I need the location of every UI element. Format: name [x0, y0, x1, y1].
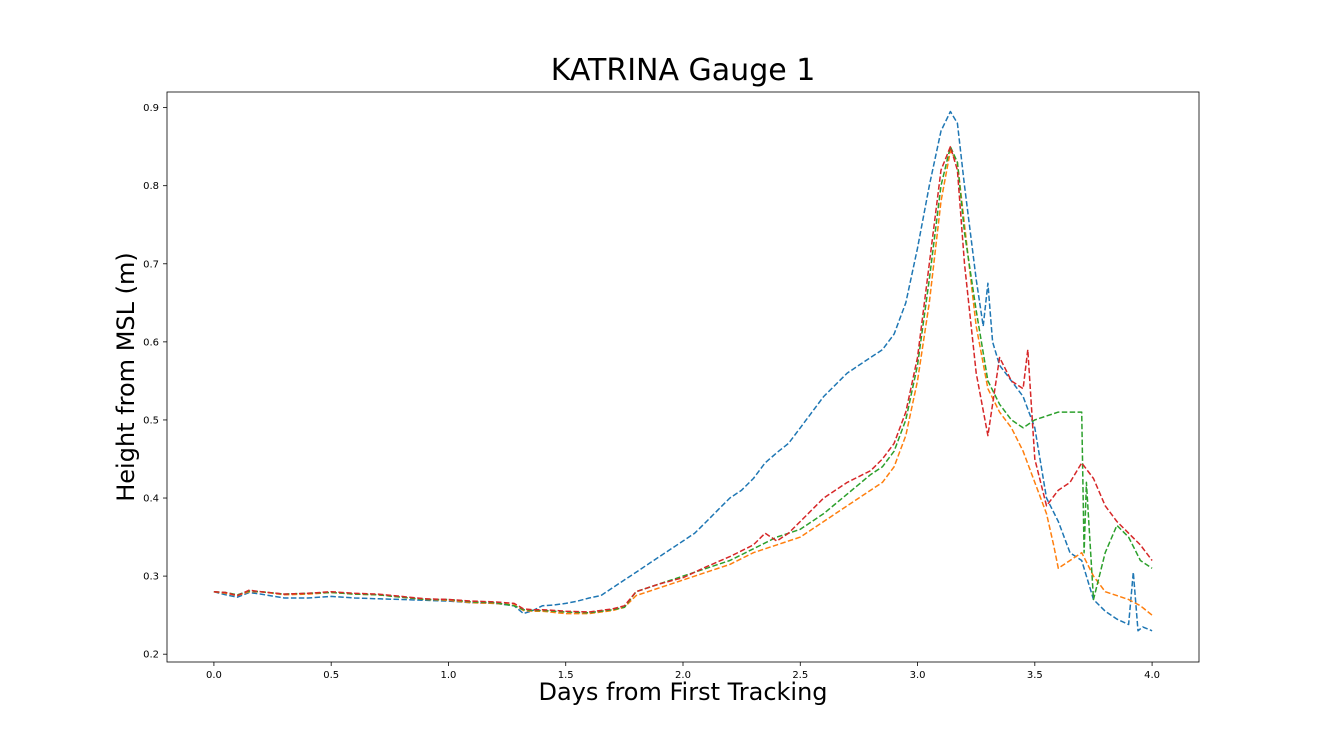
x-tick-label: 2.5 — [792, 670, 808, 681]
y-tick-label: 0.4 — [143, 494, 159, 505]
series-line-2 — [213, 149, 1153, 616]
x-axis: 0.0 0.5 1.0 1.5 2.0 2.5 3.0 3.5 4.0 — [206, 662, 1160, 681]
series-line-1 — [213, 110, 1153, 632]
x-tick-label: 0.0 — [206, 670, 222, 681]
y-tick-label: 0.7 — [143, 259, 159, 270]
y-tick-label: 0.9 — [143, 103, 159, 114]
y-axis: 0.2 0.3 0.4 0.5 0.6 0.7 0.8 0.9 — [143, 103, 167, 661]
y-tick-label: 0.5 — [143, 415, 159, 426]
series-layer — [213, 110, 1153, 632]
series-line-4 — [213, 145, 1153, 613]
x-tick-label: 1.0 — [441, 670, 457, 681]
y-axis-label: Height from MSL (m) — [112, 252, 140, 502]
x-tick-label: 1.5 — [558, 670, 574, 681]
x-axis-label: Days from First Tracking — [538, 678, 827, 706]
x-tick-label: 0.5 — [323, 670, 339, 681]
x-tick-label: 2.0 — [675, 670, 691, 681]
y-tick-label: 0.6 — [143, 337, 159, 348]
y-tick-label: 0.3 — [143, 572, 159, 583]
x-tick-label: 3.0 — [910, 670, 926, 681]
series-line-3 — [213, 145, 1153, 614]
x-tick-label: 3.5 — [1027, 670, 1043, 681]
y-tick-label: 0.8 — [143, 181, 159, 192]
y-tick-label: 0.2 — [143, 650, 159, 661]
chart-title: KATRINA Gauge 1 — [551, 53, 816, 88]
x-tick-label: 4.0 — [1144, 670, 1160, 681]
